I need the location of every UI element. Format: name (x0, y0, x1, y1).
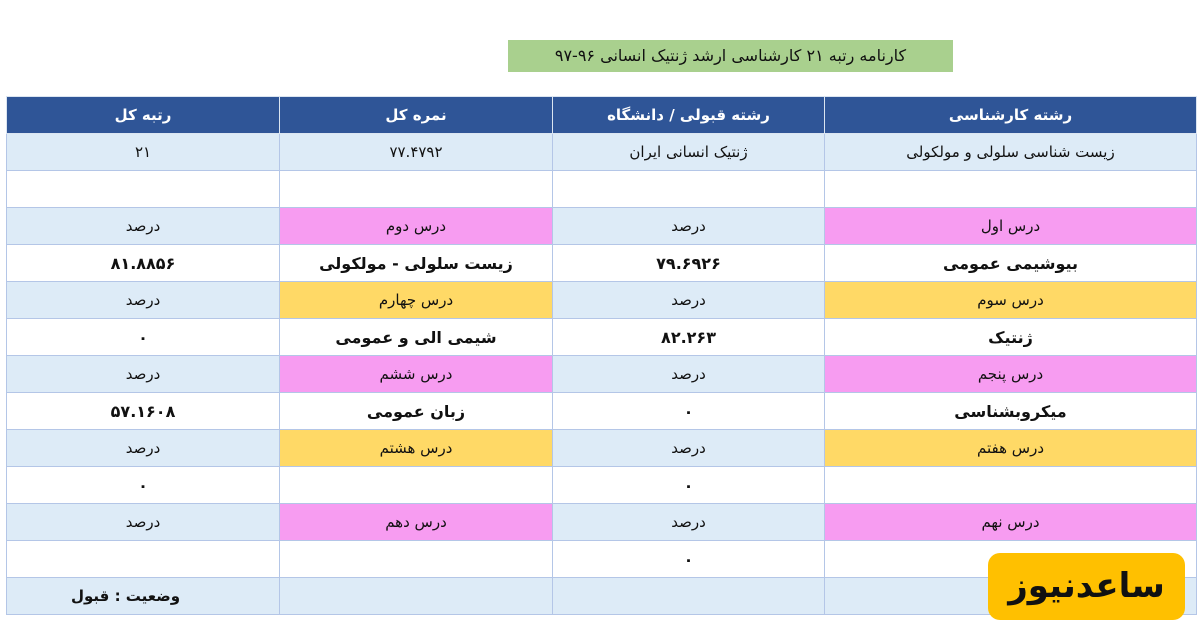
table-row: میکروبشناسی ۰ زبان عمومی ۵۷.۱۶۰۸ (6, 392, 1197, 430)
table-cell: درصد (6, 207, 280, 245)
table-cell (279, 466, 553, 504)
table-cell (279, 540, 553, 578)
table-cell: درس نهم (824, 503, 1197, 541)
table-cell: درصد (6, 355, 280, 393)
table-cell: ۲۱ (6, 133, 280, 171)
header-row: رشته کارشناسی رشته قبولی / دانشگاه نمره کل… (6, 96, 1197, 134)
table-cell: ۰ (6, 466, 280, 504)
table-cell: درصد (6, 281, 280, 319)
table-cell: درصد (6, 429, 280, 467)
table-row: درس نهم درصد درس دهم درصد (6, 503, 1197, 541)
table-cell: ۷۹.۶۹۲۶ (552, 244, 825, 282)
table-cell: زیست سلولی - مولکولی (279, 244, 553, 282)
table-cell (552, 170, 825, 208)
table-cell: درصد (6, 503, 280, 541)
table-cell (824, 170, 1197, 208)
table-cell: درصد (552, 503, 825, 541)
table-cell: درس دهم (279, 503, 553, 541)
table-cell: درس ششم (279, 355, 553, 393)
table-cell: درس سوم (824, 281, 1197, 319)
table-row: زیست شناسی سلولی و مولکولی ژنتیک انسانی ا… (6, 133, 1197, 171)
transcript-table: رشته کارشناسی رشته قبولی / دانشگاه نمره کل… (6, 96, 1197, 615)
table-row: درس هفتم درصد درس هشتم درصد (6, 429, 1197, 467)
table-cell: درصد (552, 355, 825, 393)
table-row: ۰ (6, 540, 1197, 578)
table-cell (6, 540, 280, 578)
table-cell (279, 170, 553, 208)
table-cell: درصد (552, 207, 825, 245)
table-cell (824, 466, 1197, 504)
table-cell: زیست شناسی سلولی و مولکولی (824, 133, 1197, 171)
table-cell: درس اول (824, 207, 1197, 245)
table-cell: ۷۷.۴۷۹۲ (279, 133, 553, 171)
table-row (6, 170, 1197, 208)
table-cell (552, 577, 825, 615)
logo: ساعدنیوز (988, 553, 1185, 620)
table-cell: ۸۱.۸۸۵۶ (6, 244, 280, 282)
table-cell: شیمی الی و عمومی (279, 318, 553, 356)
table-cell (279, 577, 553, 615)
table-cell: درس پنجم (824, 355, 1197, 393)
table-cell: درس هشتم (279, 429, 553, 467)
table-cell: میکروبشناسی (824, 392, 1197, 430)
table-cell: زبان عمومی (279, 392, 553, 430)
header-cell: رشته کارشناسی (824, 96, 1197, 134)
table-row: بیوشیمی عمومی ۷۹.۶۹۲۶ زیست سلولی - مولکولی… (6, 244, 1197, 282)
table-row: درس سوم درصد درس چهارم درصد (6, 281, 1197, 319)
table-cell: درس دوم (279, 207, 553, 245)
table-cell: ۰ (552, 540, 825, 578)
page-title: کارنامه رتبه ۲۱ کارشناسی ارشد ژنتیک انسا… (508, 40, 953, 72)
table-cell: ۵۷.۱۶۰۸ (6, 392, 280, 430)
table-row: وضعیت : قبول (6, 577, 1197, 615)
table-row: درس اول درصد درس دوم درصد (6, 207, 1197, 245)
table-cell: ۰ (552, 392, 825, 430)
table-cell: ژنتیک انسانی ایران (552, 133, 825, 171)
table-cell: وضعیت : قبول (6, 577, 280, 615)
table-cell: ۰ (6, 318, 280, 356)
header-cell: رشته قبولی / دانشگاه (552, 96, 825, 134)
table-cell: درصد (552, 281, 825, 319)
table-cell: ۸۲.۲۶۳ (552, 318, 825, 356)
table-cell: ژنتیک (824, 318, 1197, 356)
header-cell: رتبه کل (6, 96, 280, 134)
table-cell: درس چهارم (279, 281, 553, 319)
table-cell: بیوشیمی عمومی (824, 244, 1197, 282)
table-row: ژنتیک ۸۲.۲۶۳ شیمی الی و عمومی ۰ (6, 318, 1197, 356)
table-cell: درصد (552, 429, 825, 467)
table-cell: ۰ (552, 466, 825, 504)
table-row: درس پنجم درصد درس ششم درصد (6, 355, 1197, 393)
header-cell: نمره کل (279, 96, 553, 134)
table-cell (6, 170, 280, 208)
table-cell: درس هفتم (824, 429, 1197, 467)
